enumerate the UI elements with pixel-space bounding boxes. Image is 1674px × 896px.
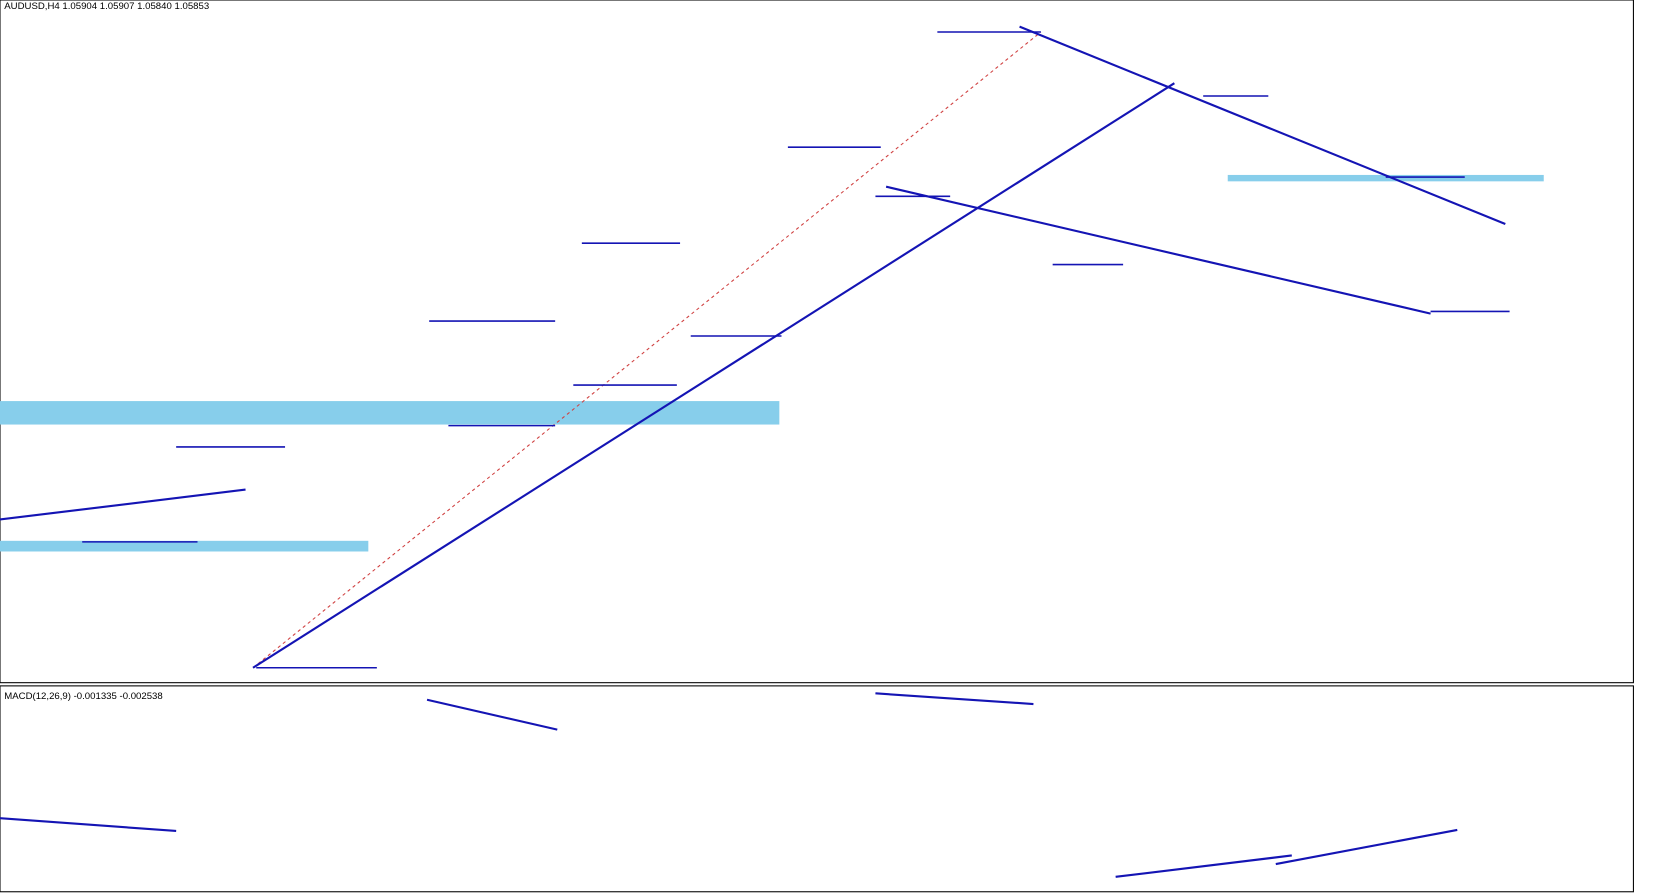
macd-lines bbox=[0, 692, 1458, 878]
macd-panel bbox=[0, 685, 1634, 893]
trend-line bbox=[885, 185, 1431, 315]
trend-line bbox=[1019, 25, 1506, 225]
price-panel bbox=[0, 0, 1634, 684]
divergence-line bbox=[0, 817, 177, 833]
resistance-zone bbox=[1227, 174, 1544, 182]
fib-diagonal bbox=[252, 31, 1042, 669]
zones bbox=[0, 174, 1544, 552]
chart-title: AUDUSD,H4 1.05904 1.05907 1.05840 1.0585… bbox=[4, 1, 209, 12]
macd-title: MACD(12,26,9) -0.001335 -0.002538 bbox=[4, 691, 162, 702]
support-zone bbox=[0, 401, 780, 425]
trend-lines bbox=[0, 25, 1510, 669]
divergence-line bbox=[875, 692, 1034, 706]
divergence-line bbox=[426, 698, 558, 731]
divergence-line bbox=[1275, 828, 1458, 866]
chart-body: AUDUSD,H4 1.05904 1.05907 1.05840 1.0585… bbox=[0, 0, 1634, 893]
support-zone bbox=[0, 540, 369, 552]
trend-line bbox=[252, 82, 1175, 669]
divergence-line bbox=[1115, 854, 1292, 878]
trend-line bbox=[0, 488, 246, 521]
